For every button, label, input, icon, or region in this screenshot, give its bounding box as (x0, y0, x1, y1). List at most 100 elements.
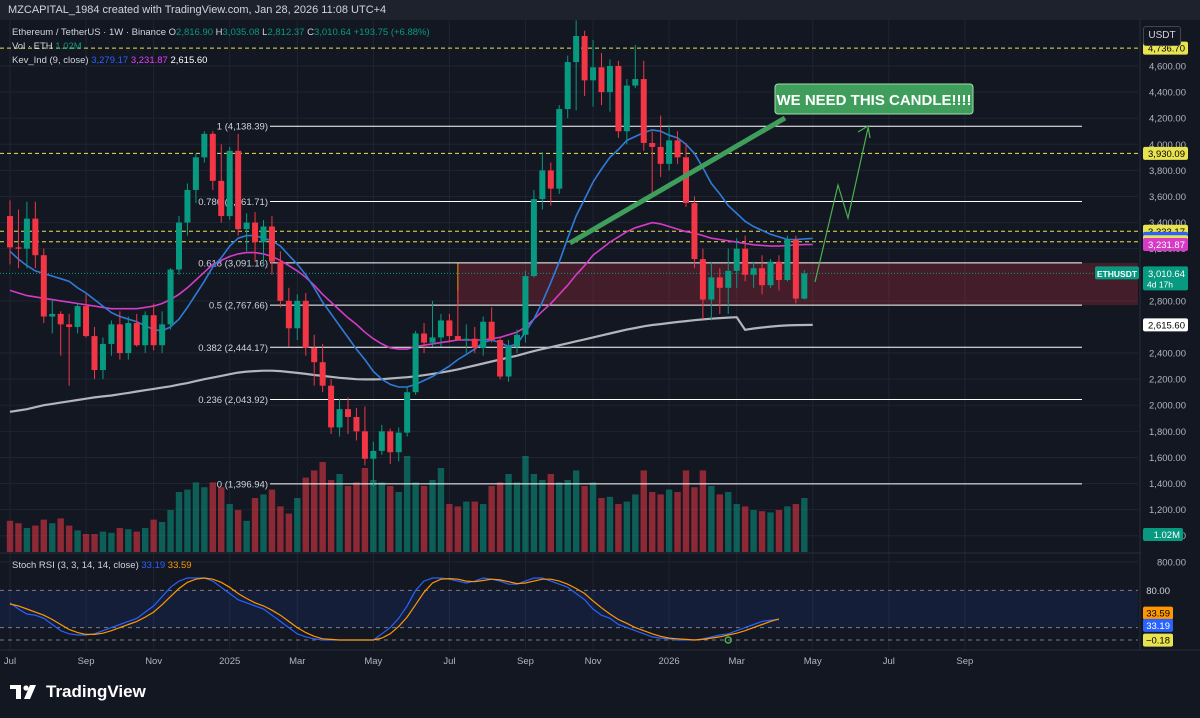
volume-bar (158, 522, 166, 552)
volume-bar (589, 482, 597, 552)
candle-body (454, 336, 461, 341)
volume-label[interactable]: Vol · ETH (12, 41, 53, 52)
volume-bar (268, 489, 276, 552)
stoch-badge: −0.18 (1143, 633, 1173, 647)
volume-bar (370, 480, 377, 552)
volume-value: 1.02M (55, 41, 82, 52)
candle (285, 287, 292, 347)
candle (23, 201, 30, 269)
candle (150, 303, 157, 351)
stoch-band (0, 590, 1138, 628)
price-chart[interactable]: 1 (4,138.39) 0.786 (3,561.71) 0.618 (3,091… (0, 20, 1200, 670)
close-value: 3,010.64 (313, 27, 351, 38)
volume-bar (513, 482, 521, 552)
candle-body (294, 300, 301, 329)
volume-bar (725, 492, 732, 552)
candle (767, 259, 774, 288)
volume-layer (6, 456, 808, 552)
candle-body (311, 347, 318, 363)
countdown-text: 4d 17h (1147, 279, 1173, 289)
stoch-badge: 80.00 (1143, 583, 1173, 597)
candle (522, 270, 529, 343)
candle-body (353, 416, 360, 432)
stoch-d-value: 33.59 (167, 560, 192, 571)
candle (775, 255, 782, 291)
candle (581, 30, 588, 97)
candle (361, 406, 368, 466)
candle (277, 251, 284, 308)
candle-body (683, 157, 689, 204)
volume-bar (108, 532, 115, 552)
price-tick-label: 4,600.00 (1149, 62, 1186, 73)
candle-body (66, 324, 73, 327)
candle-body (91, 336, 98, 371)
candle (742, 235, 749, 282)
price-axis-bg (1140, 20, 1200, 670)
tradingview-logo[interactable]: TradingView (10, 682, 146, 702)
candle-body (691, 203, 698, 260)
projection-arrowhead (857, 125, 871, 139)
candle (598, 52, 605, 106)
volume-bar (750, 510, 757, 552)
candle (421, 323, 428, 354)
symbol-name[interactable]: Ethereum / TetherUS · 1W · Binance (12, 27, 166, 38)
volume-bar (420, 486, 428, 552)
candle-body (649, 142, 656, 147)
fib-level-label: 0 (1,396.94) (217, 479, 268, 490)
candle (201, 131, 208, 163)
fib-level-label: 0.236 (2,043.92) (198, 395, 268, 406)
volume-bar (192, 482, 200, 552)
candle (412, 330, 419, 395)
volume-bar (116, 528, 124, 552)
volume-bar (302, 477, 309, 552)
indicator-label[interactable]: Kev_Ind (9, close) (12, 55, 89, 66)
candle-body (395, 432, 402, 453)
volume-bar (65, 525, 73, 552)
volume-bar (361, 468, 369, 552)
candle-body (209, 133, 216, 181)
candle (83, 294, 90, 338)
candle (437, 313, 444, 347)
candle-body (606, 66, 613, 93)
candle (480, 316, 487, 356)
volume-bar (91, 534, 98, 552)
price-badge-text: 3,930.09 (1148, 149, 1185, 160)
candle (176, 216, 182, 275)
volume-bar (40, 519, 47, 552)
change-value: +193.75 (+6.88%) (353, 27, 430, 38)
symbol-row: Ethereum / TetherUS · 1W · Binance O2,81… (12, 26, 430, 40)
price-tick-label: 2,200.00 (1149, 375, 1186, 386)
volume-bar (167, 510, 174, 552)
stoch-label[interactable]: Stoch RSI (3, 3, 14, 14, close) (12, 560, 139, 571)
volume-bar (142, 528, 149, 552)
ma-slow-line (9, 316, 813, 413)
candle (733, 238, 740, 288)
candle-body (792, 239, 799, 299)
volume-bar (251, 498, 259, 552)
tradingview-wordmark: TradingView (46, 682, 146, 701)
price-tick-label: 1,200.00 (1149, 505, 1186, 516)
candle-body (336, 409, 343, 428)
candle-body (564, 62, 571, 110)
candle (514, 329, 520, 354)
candle (666, 124, 673, 171)
price-tick-label: 4,000.00 (1149, 140, 1186, 151)
footer: TradingView (0, 670, 1200, 718)
volume-bar (480, 504, 487, 552)
candle-body (40, 255, 47, 317)
volume-bar (598, 498, 605, 552)
symbol-badge-text: ETHUSDT (1097, 269, 1138, 279)
chart-area[interactable]: 1 (4,138.39) 0.786 (3,561.71) 0.618 (3,091… (0, 20, 1200, 670)
volume-bar (412, 482, 419, 552)
low-value: 2,812.37 (267, 27, 305, 38)
currency-button[interactable]: USDT (1143, 26, 1181, 46)
volume-bar (446, 504, 453, 552)
candle (446, 313, 453, 343)
stoch-badge-bg (1143, 583, 1173, 597)
price-tick-label: 2,400.00 (1149, 349, 1186, 360)
stoch-d-line (9, 577, 780, 641)
candle (32, 201, 39, 269)
volume-bar (657, 494, 664, 552)
candle (556, 105, 563, 194)
